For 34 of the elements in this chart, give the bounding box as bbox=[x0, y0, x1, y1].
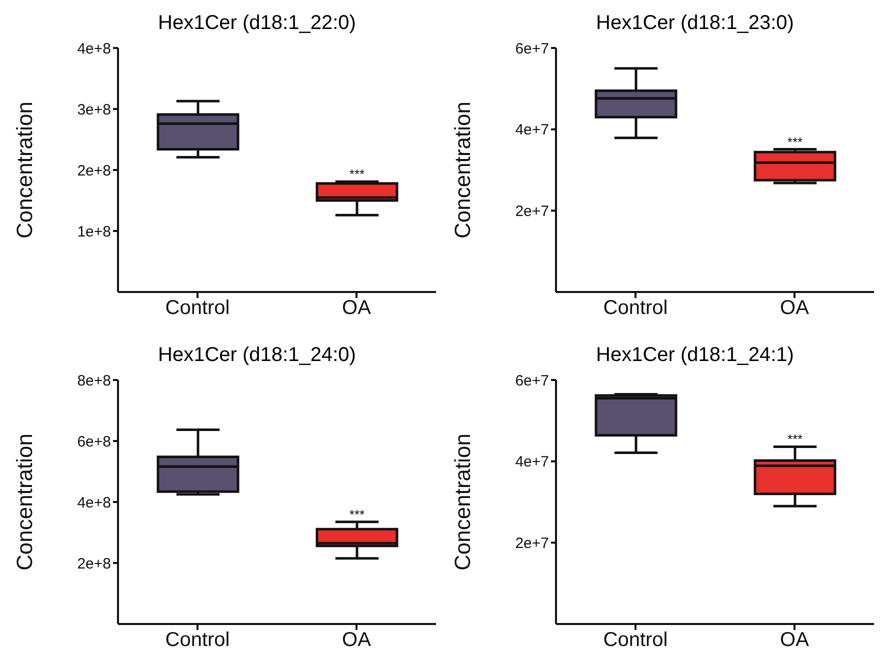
y-tick-label: 4e+8 bbox=[77, 40, 111, 58]
y-tick-label: 2e+7 bbox=[515, 534, 549, 552]
y-tick-label: 4e+7 bbox=[515, 122, 549, 139]
chart-title: Hex1Cer (d18:1_24:0) bbox=[157, 343, 357, 368]
x-tick-label: OA bbox=[780, 297, 810, 320]
x-tick-label: Control bbox=[165, 297, 230, 320]
annotation: *** bbox=[787, 134, 803, 150]
chart-title: Hex1Cer (d18:1_23:0) bbox=[595, 11, 795, 36]
chart-title: Hex1Cer (d18:1_22:0) bbox=[157, 11, 357, 36]
y-tick-label: 6e+7 bbox=[515, 372, 549, 390]
annotation: *** bbox=[787, 432, 803, 447]
y-tick-label: 8e+8 bbox=[77, 372, 111, 390]
y-axis-title: Concentration bbox=[450, 102, 475, 238]
y-tick-label: 1e+8 bbox=[77, 223, 111, 240]
y-tick-label: 2e+8 bbox=[77, 555, 111, 572]
y-tick-label: 6e+7 bbox=[515, 40, 549, 58]
y-tick-label: 6e+8 bbox=[77, 433, 111, 450]
y-axis-title: Concentration bbox=[12, 102, 37, 238]
y-tick-label: 4e+8 bbox=[77, 494, 111, 512]
annotation: *** bbox=[349, 506, 365, 522]
y-axis-title: Concentration bbox=[12, 434, 37, 570]
x-tick-label: OA bbox=[342, 297, 372, 320]
x-tick-label: Control bbox=[603, 629, 668, 652]
x-tick-label: OA bbox=[780, 629, 810, 652]
chart-title: Hex1Cer (d18:1_24:1) bbox=[595, 343, 795, 368]
x-tick-label: Control bbox=[165, 629, 230, 652]
x-tick-label: Control bbox=[603, 297, 668, 320]
y-tick-label: 2e+8 bbox=[77, 162, 111, 180]
y-tick-label: 4e+7 bbox=[515, 454, 549, 471]
x-tick-label: OA bbox=[342, 629, 372, 652]
y-tick-label: 3e+8 bbox=[77, 101, 111, 118]
y-axis-title: Concentration bbox=[450, 434, 475, 570]
y-tick-label: 2e+7 bbox=[515, 202, 549, 220]
annotation: *** bbox=[349, 166, 365, 182]
